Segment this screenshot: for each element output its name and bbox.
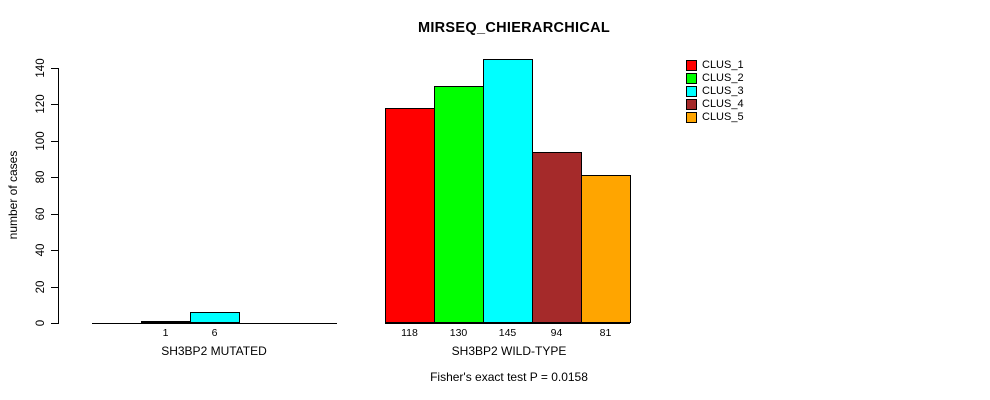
group-baseline bbox=[92, 323, 337, 324]
y-axis-label: number of cases bbox=[6, 150, 20, 240]
bar-value-label: 118 bbox=[401, 327, 418, 339]
bar-clus_2 bbox=[434, 86, 484, 323]
legend-item: CLUS_3 bbox=[686, 85, 744, 98]
legend-item: CLUS_4 bbox=[686, 98, 744, 111]
bar-value-label: 1 bbox=[162, 327, 169, 339]
legend-item: CLUS_1 bbox=[686, 59, 744, 72]
bar-clus_1 bbox=[385, 108, 435, 323]
y-tick bbox=[51, 323, 58, 324]
y-tick bbox=[51, 214, 58, 215]
bar-value-label: 94 bbox=[550, 327, 563, 339]
y-tick-label: 140 bbox=[35, 58, 47, 78]
group-label-wild-type: SH3BP2 WILD-TYPE bbox=[451, 344, 567, 358]
legend-label: CLUS_5 bbox=[702, 111, 744, 123]
y-tick bbox=[51, 250, 58, 251]
bar-clus_5 bbox=[581, 175, 631, 323]
bar-value-label: 81 bbox=[599, 327, 612, 339]
legend-label: CLUS_2 bbox=[702, 72, 744, 84]
legend-swatch-icon bbox=[686, 86, 697, 97]
y-tick-label: 40 bbox=[35, 243, 47, 257]
chart-title: MIRSEQ_CHIERARCHICAL bbox=[417, 20, 611, 36]
legend-item: CLUS_5 bbox=[686, 111, 744, 124]
bar-clus_3 bbox=[190, 312, 240, 323]
bar-value-label: 130 bbox=[449, 327, 468, 339]
bar-clus_4 bbox=[532, 152, 582, 323]
y-tick-label: 0 bbox=[35, 319, 47, 327]
legend-swatch-icon bbox=[686, 112, 697, 123]
y-axis-line bbox=[58, 68, 59, 324]
fisher-test-caption: Fisher's exact test P = 0.0158 bbox=[430, 370, 588, 384]
y-tick bbox=[51, 177, 58, 178]
y-tick bbox=[51, 141, 58, 142]
bar-clus_2 bbox=[141, 321, 191, 323]
y-tick bbox=[51, 104, 58, 105]
y-tick-label: 120 bbox=[35, 94, 47, 114]
legend-label: CLUS_1 bbox=[702, 59, 744, 71]
y-tick bbox=[51, 287, 58, 288]
bar-clus_3 bbox=[483, 59, 533, 323]
y-tick bbox=[51, 68, 58, 69]
legend-item: CLUS_2 bbox=[686, 72, 744, 85]
legend-label: CLUS_3 bbox=[702, 85, 744, 97]
legend-swatch-icon bbox=[686, 99, 697, 110]
y-tick-label: 20 bbox=[35, 280, 47, 294]
bar-value-label: 145 bbox=[498, 327, 517, 339]
group-label-mutated: SH3BP2 MUTATED bbox=[161, 344, 267, 358]
group-baseline bbox=[385, 323, 630, 324]
y-tick-label: 100 bbox=[35, 131, 47, 151]
y-tick-label: 80 bbox=[35, 170, 47, 184]
legend-swatch-icon bbox=[686, 73, 697, 84]
legend-label: CLUS_4 bbox=[702, 98, 744, 110]
legend: CLUS_1 CLUS_2 CLUS_3 CLUS_4 CLUS_5 bbox=[686, 59, 744, 124]
y-tick-label: 60 bbox=[35, 207, 47, 221]
legend-swatch-icon bbox=[686, 60, 697, 71]
bar-value-label: 6 bbox=[211, 327, 218, 339]
